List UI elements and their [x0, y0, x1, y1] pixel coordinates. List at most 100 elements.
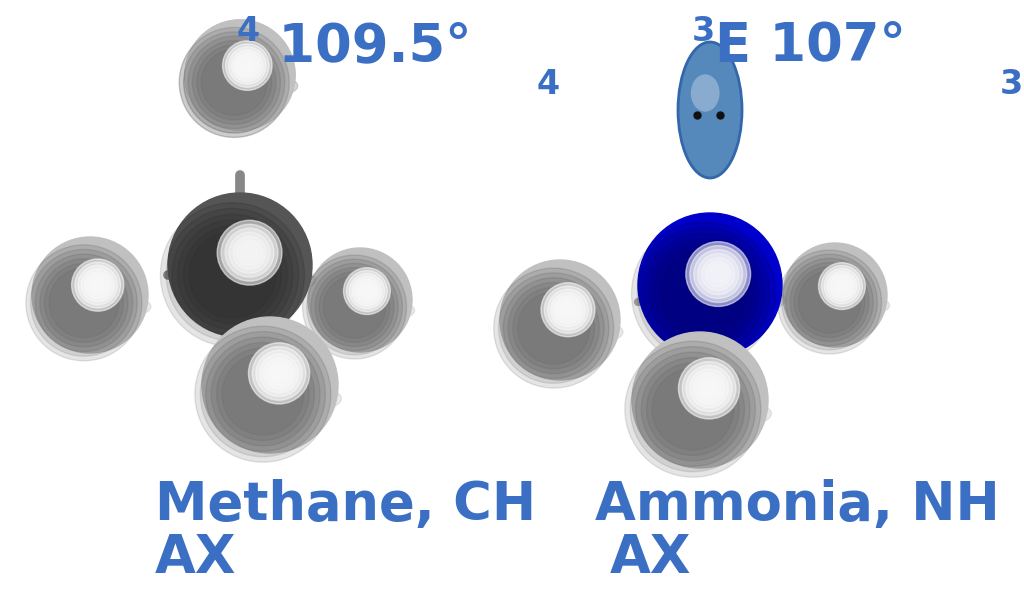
Circle shape	[827, 271, 857, 301]
Circle shape	[791, 263, 869, 341]
Circle shape	[231, 50, 263, 82]
Circle shape	[500, 260, 620, 380]
Circle shape	[202, 317, 338, 453]
Circle shape	[693, 373, 725, 404]
Circle shape	[263, 358, 295, 389]
Ellipse shape	[515, 317, 623, 347]
Circle shape	[201, 332, 326, 457]
Circle shape	[346, 271, 387, 312]
Circle shape	[686, 242, 751, 306]
Circle shape	[824, 268, 859, 304]
Circle shape	[228, 47, 266, 85]
Ellipse shape	[186, 262, 315, 297]
Circle shape	[508, 283, 599, 374]
Circle shape	[166, 208, 299, 341]
Circle shape	[206, 337, 319, 451]
Circle shape	[193, 40, 276, 124]
Circle shape	[81, 269, 115, 301]
Circle shape	[783, 243, 887, 347]
Circle shape	[833, 277, 851, 295]
Circle shape	[179, 27, 289, 138]
Circle shape	[697, 254, 738, 295]
Circle shape	[682, 362, 736, 415]
Circle shape	[636, 352, 750, 466]
Circle shape	[267, 361, 291, 385]
Circle shape	[641, 358, 744, 461]
Ellipse shape	[321, 297, 415, 323]
Text: AX: AX	[610, 532, 691, 584]
Ellipse shape	[649, 397, 771, 431]
Circle shape	[355, 279, 379, 303]
Text: Ammonia, NH: Ammonia, NH	[595, 479, 999, 531]
Circle shape	[188, 36, 281, 129]
Ellipse shape	[678, 42, 742, 178]
Circle shape	[228, 47, 266, 85]
Circle shape	[168, 193, 312, 337]
Circle shape	[75, 262, 121, 308]
Circle shape	[172, 214, 293, 335]
Circle shape	[818, 263, 865, 309]
Circle shape	[211, 342, 314, 446]
Text: Methane, CH: Methane, CH	[155, 479, 537, 531]
Circle shape	[241, 59, 254, 72]
Circle shape	[26, 245, 142, 361]
Ellipse shape	[46, 292, 151, 321]
Circle shape	[31, 249, 137, 356]
Circle shape	[271, 365, 287, 382]
Circle shape	[183, 32, 285, 133]
Circle shape	[225, 44, 269, 88]
Circle shape	[785, 259, 873, 345]
Circle shape	[551, 293, 585, 327]
Text: AX: AX	[155, 532, 237, 584]
Circle shape	[225, 44, 269, 88]
Circle shape	[349, 274, 385, 309]
Circle shape	[229, 232, 270, 273]
Text: 4: 4	[537, 68, 559, 101]
Circle shape	[557, 299, 579, 320]
Circle shape	[343, 268, 390, 315]
Circle shape	[197, 45, 271, 120]
Ellipse shape	[199, 72, 298, 100]
Circle shape	[185, 20, 295, 130]
Ellipse shape	[656, 281, 785, 317]
Circle shape	[195, 326, 331, 462]
Circle shape	[252, 347, 306, 400]
Circle shape	[35, 254, 133, 352]
Circle shape	[241, 244, 258, 262]
Circle shape	[237, 240, 262, 265]
Circle shape	[179, 27, 289, 138]
Circle shape	[700, 380, 717, 397]
Circle shape	[233, 236, 266, 269]
Text: 3: 3	[691, 15, 715, 48]
Circle shape	[777, 250, 882, 354]
Circle shape	[256, 350, 302, 396]
Text: 4: 4	[237, 15, 260, 48]
Circle shape	[830, 274, 854, 298]
Circle shape	[781, 254, 878, 350]
Circle shape	[311, 263, 398, 351]
Circle shape	[690, 246, 746, 303]
Ellipse shape	[796, 292, 890, 318]
Circle shape	[632, 222, 775, 365]
Circle shape	[44, 263, 123, 342]
Text: 3: 3	[999, 68, 1023, 101]
Ellipse shape	[219, 382, 341, 416]
Circle shape	[32, 237, 148, 353]
Circle shape	[836, 280, 848, 292]
Circle shape	[360, 285, 373, 297]
Circle shape	[561, 303, 575, 317]
Circle shape	[249, 343, 309, 404]
Circle shape	[78, 265, 118, 305]
Circle shape	[625, 341, 761, 477]
Circle shape	[357, 282, 376, 300]
Text: E 107°: E 107°	[715, 20, 905, 72]
Circle shape	[40, 259, 128, 347]
Circle shape	[637, 227, 770, 360]
Circle shape	[706, 262, 731, 287]
Circle shape	[183, 226, 282, 324]
Circle shape	[646, 363, 739, 455]
Circle shape	[231, 50, 263, 82]
Circle shape	[643, 233, 764, 354]
Circle shape	[222, 41, 272, 91]
Circle shape	[541, 283, 595, 337]
